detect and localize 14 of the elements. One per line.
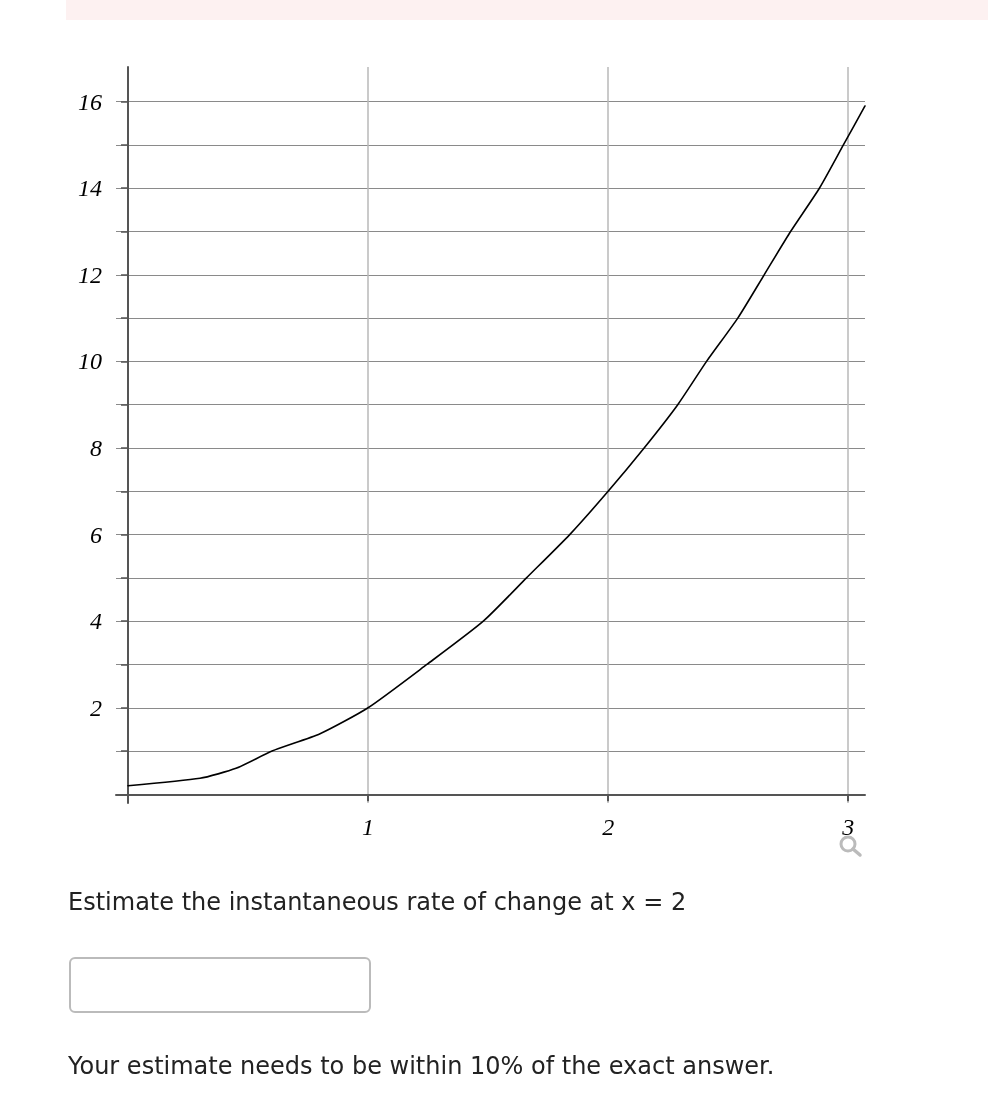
x-tick-label: 3	[841, 814, 855, 840]
text: Your estimate needs to be within 10% of the exact answer.	[68, 1052, 775, 1080]
x-tick-label: 2	[602, 814, 615, 840]
text: Estimate the instantaneous rate of change at x = 2	[68, 888, 687, 916]
y-tick-label: 10	[78, 348, 102, 375]
y-tick-label: 16	[78, 88, 102, 115]
x-tick-label: 1	[362, 814, 375, 840]
y-tick-label: 4	[90, 608, 102, 635]
y-tick-label: 6	[90, 521, 102, 548]
line-series	[127, 105, 866, 787]
y-tick-label: 8	[90, 434, 102, 461]
y-tick-label: 14	[78, 175, 102, 202]
y-tick-label: 2	[90, 694, 102, 721]
y-tick-label: 12	[78, 261, 102, 288]
